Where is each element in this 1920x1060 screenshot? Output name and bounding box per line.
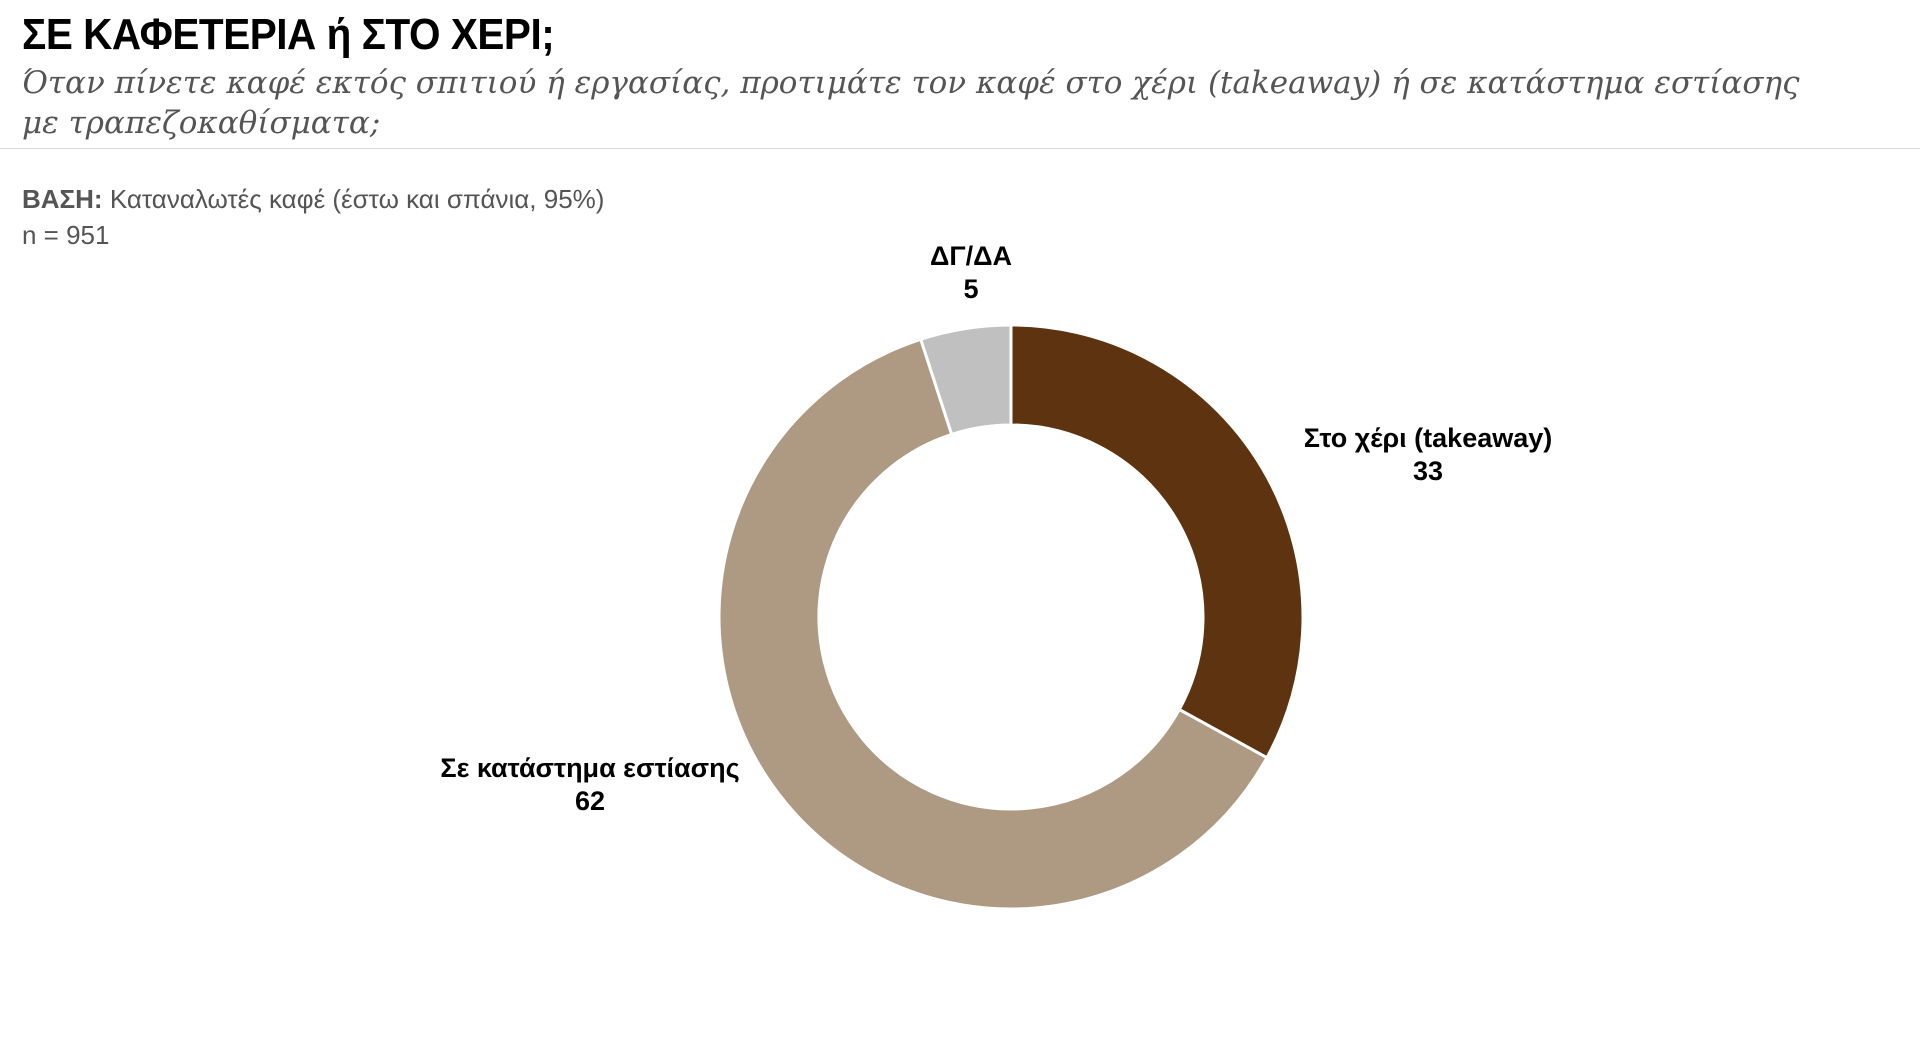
slice-label-3: ΔΓ/ΔΑ 5 (930, 241, 1012, 304)
donut-labels: Στο χέρι (takeaway) 33 Σε κατάστημα εστίασ… (440, 241, 1552, 816)
sample-size: n = 951 (22, 220, 110, 250)
slice-value-3: 5 (963, 274, 978, 304)
slice-name-2: Σε κατάστημα εστίασης (440, 753, 739, 783)
donut-slice-3 (918, 323, 1013, 437)
chart-title: ΣΕ ΚΑΦΕΤΕΡΙΑ ή ΣΤΟ ΧΕΡΙ; (22, 10, 555, 59)
chart-question: Όταν πίνετε καφέ εκτός σπιτιού ή εργασία… (22, 65, 1800, 141)
slice-name-1: Στο χέρι (takeaway) (1304, 423, 1553, 453)
base-label: ΒΑΣΗ: (22, 184, 103, 214)
base-note: ΒΑΣΗ: Καταναλωτές καφέ (έστω και σπάνια,… (22, 181, 604, 253)
slice-name-3: ΔΓ/ΔΑ (930, 241, 1012, 271)
slice-label-2: Σε κατάστημα εστίασης 62 (440, 753, 739, 816)
slice-value-1: 33 (1413, 456, 1443, 486)
base-text: Καταναλωτές καφέ (έστω και σπάνια, 95%) (109, 184, 605, 214)
donut-slices (717, 323, 1305, 911)
donut-slice-1 (1009, 323, 1305, 760)
slice-value-2: 62 (575, 786, 605, 816)
divider (0, 148, 1920, 149)
donut-slice-2 (717, 337, 1269, 911)
slice-label-1: Στο χέρι (takeaway) 33 (1304, 423, 1553, 486)
